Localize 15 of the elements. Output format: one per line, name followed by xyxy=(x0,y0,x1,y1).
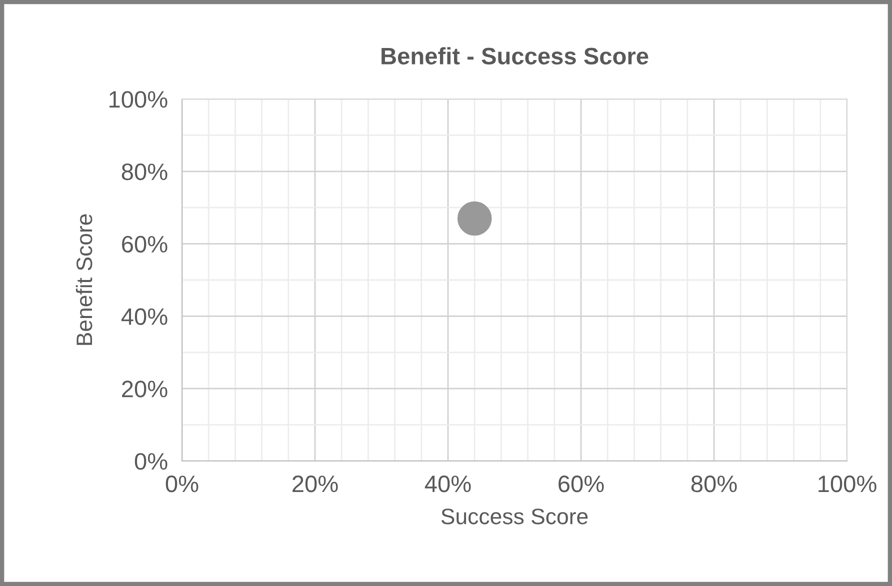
chart-title: Benefit - Success Score xyxy=(382,47,648,65)
x-tick-label: 40% xyxy=(424,476,471,492)
y-tick-label: 60% xyxy=(122,236,168,253)
y-tick-label: 100% xyxy=(110,91,168,108)
x-tick-label: 0% xyxy=(166,476,198,492)
y-tick-label: 0% xyxy=(134,453,168,470)
y-tick-label: 80% xyxy=(122,163,168,180)
x-tick-label: 100% xyxy=(818,476,876,492)
x-tick-label: 20% xyxy=(292,476,338,492)
x-tick-label: 60% xyxy=(558,476,604,492)
y-tick-label: 20% xyxy=(122,380,168,398)
x-tick-label: 80% xyxy=(691,476,737,492)
y-tick-label: 40% xyxy=(121,308,168,325)
x-axis-title: Success Score xyxy=(441,508,588,524)
y-axis-title: Benefit Score xyxy=(76,214,92,345)
